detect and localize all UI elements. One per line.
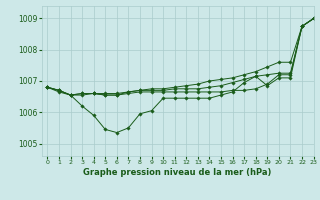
X-axis label: Graphe pression niveau de la mer (hPa): Graphe pression niveau de la mer (hPa)	[84, 168, 272, 177]
